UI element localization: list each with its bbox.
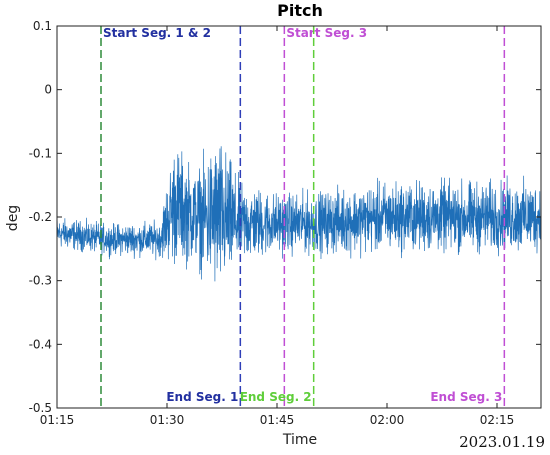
x-axis-label: Time — [282, 432, 317, 448]
series-line — [56, 146, 542, 282]
y-tick-label: -0.2 — [29, 210, 52, 224]
y-tick-label: -0.5 — [29, 401, 52, 415]
plot-area: Start Seg. 1 & 2 End Seg. 1 Start Seg. 3 En… — [29, 19, 542, 427]
x-tick-label: 02:15 — [480, 413, 515, 427]
x-tick-label: 01:15 — [40, 413, 75, 427]
chart-title: Pitch — [277, 1, 323, 20]
y-tick-label: -0.3 — [29, 274, 52, 288]
marker-label: Start Seg. 3 — [286, 26, 367, 40]
marker-label: End Seg. 1 — [166, 390, 238, 404]
y-tick-label: -0.4 — [29, 337, 52, 351]
y-axis-label: deg — [5, 205, 21, 231]
date-label: 2023.01.19 — [459, 433, 545, 451]
y-tick-label: 0.1 — [33, 19, 52, 33]
marker-label: Start Seg. 1 & 2 — [103, 26, 211, 40]
x-tick-label: 01:45 — [260, 413, 295, 427]
marker-label: End Seg. 3 — [430, 390, 502, 404]
y-tick-label: 0 — [44, 83, 52, 97]
marker-label: End Seg. 2 — [240, 390, 312, 404]
x-tick-label: 02:00 — [370, 413, 405, 427]
x-tick-label: 01:30 — [150, 413, 185, 427]
y-tick-label: -0.1 — [29, 146, 52, 160]
